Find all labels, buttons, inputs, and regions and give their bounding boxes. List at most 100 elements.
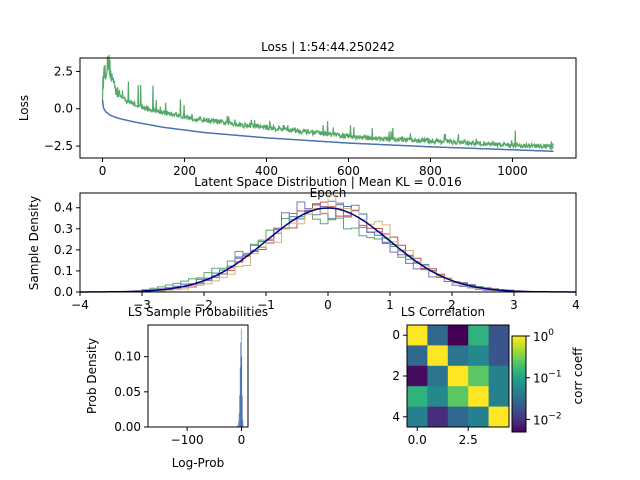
probabilities-bar	[243, 425, 244, 427]
colorbar-segment	[512, 415, 526, 418]
colorbar-segment	[512, 410, 526, 414]
latent-ylabel: Sample Density	[27, 196, 41, 290]
colorbar-tick-label: 10−1	[533, 370, 562, 386]
colorbar-segment	[512, 391, 526, 394]
correlation-cell	[468, 345, 489, 367]
colorbar-segment	[512, 348, 526, 351]
colorbar: 100 10−1 10−2	[511, 328, 562, 433]
colorbar-segment	[512, 376, 526, 380]
probabilities-xtick-label: 0	[238, 433, 246, 447]
correlation-cell	[407, 386, 428, 407]
probabilities-bar	[240, 328, 242, 427]
latent-ytick-label: 0.4	[54, 201, 73, 215]
probabilities-xlabel: Log-Prob	[172, 456, 224, 470]
latent-reference-normal	[80, 207, 576, 293]
loss-ticks: 0 200 400 600 800 1000 2.5 0.0 −2.5	[44, 64, 528, 178]
loss-xtick-label: 1000	[497, 164, 528, 178]
loss-ytick-label: 0.0	[54, 102, 73, 116]
colorbar-segment	[512, 357, 526, 361]
colorbar-segment	[512, 360, 526, 363]
colorbar-segment	[512, 374, 526, 378]
latent-xtick-label: 3	[510, 298, 518, 312]
correlation-cell	[447, 386, 469, 407]
colorbar-segment	[512, 379, 526, 382]
correlation-title: LS Correlation	[401, 305, 485, 319]
correlation-cell	[427, 386, 449, 407]
probabilities-bar	[240, 342, 241, 427]
loss-series	[101, 54, 554, 153]
loss-xtick-label: 800	[419, 164, 442, 178]
latent-histogram-2	[141, 213, 515, 292]
colorbar-segment	[512, 393, 526, 397]
colorbar-segment	[512, 338, 526, 342]
correlation-ytick-label: 0	[392, 328, 400, 342]
probabilities-bar	[239, 395, 240, 427]
latent-histograms	[80, 194, 576, 293]
probabilities-bar	[238, 412, 240, 427]
probabilities-axes-frame	[147, 324, 249, 428]
loss-ytick-label: 2.5	[54, 64, 73, 78]
probabilities-ylabel: Prob Density	[85, 338, 99, 414]
correlation-heatmap	[407, 325, 510, 428]
colorbar-tick-exponent: −2	[548, 411, 561, 421]
colorbar-segment	[512, 396, 526, 399]
colorbar-segment	[512, 364, 526, 368]
colorbar-segment	[512, 345, 526, 349]
colorbar-segment	[512, 381, 526, 385]
correlation-cell	[468, 325, 489, 346]
colorbar-segment	[512, 352, 526, 356]
loss-ylabel: Loss	[17, 95, 31, 121]
colorbar-segment	[512, 388, 526, 392]
latent-xtick-label: 2	[448, 298, 456, 312]
colorbar-segment	[512, 340, 526, 344]
colorbar-tick-exponent: 0	[548, 328, 554, 338]
loss-xtick-label: 600	[337, 164, 360, 178]
probabilities-bar	[238, 421, 239, 427]
correlation-cell	[407, 325, 428, 346]
colorbar-segment	[512, 350, 526, 354]
latent-ytick-label: 0.3	[54, 222, 73, 236]
latent-histogram-1	[141, 203, 515, 292]
colorbar-segment	[512, 422, 526, 426]
colorbar-segment	[512, 343, 526, 346]
colorbar-frame	[511, 335, 527, 433]
correlation-cell	[488, 325, 510, 346]
correlation-cell	[427, 365, 449, 387]
colorbar-segment	[512, 427, 526, 430]
correlation-cell	[468, 386, 489, 407]
probabilities-panel: −100 0 0.00 0.05 0.10 LS Sample Probabilitie…	[85, 305, 268, 470]
latent-ytick-label: 0.0	[54, 285, 73, 299]
correlation-cell	[407, 365, 428, 387]
probabilities-xtick-label: −100	[171, 433, 204, 447]
probabilities-bar	[237, 424, 238, 427]
probabilities-ytick-label: 0.10	[114, 350, 141, 364]
colorbar-segment	[512, 336, 526, 339]
colorbar-segment	[512, 429, 526, 433]
probabilities-ytick-label: 0.00	[114, 420, 141, 434]
latent-ytick-label: 0.1	[54, 264, 73, 278]
colorbar-segment	[512, 384, 526, 387]
latent-title: Latent Space Distribution | Mean KL = 0.…	[194, 175, 461, 189]
loss-ytick-label: −2.5	[44, 139, 73, 153]
colorbar-segment	[512, 362, 526, 366]
colorbar-segment	[512, 400, 526, 404]
colorbar-segment	[512, 386, 526, 390]
loss-series-smooth	[101, 99, 554, 153]
correlation-cell	[488, 406, 510, 428]
loss-xtick-label: 0	[99, 164, 107, 178]
correlation-cell	[468, 406, 489, 428]
probabilities-bar	[239, 367, 241, 427]
correlation-ytick-label: 2	[392, 369, 400, 383]
probabilities-bar	[242, 395, 243, 427]
latent-histogram-5	[141, 194, 515, 293]
correlation-ticks: 0.0 2.5 0 2 4	[392, 328, 477, 447]
latent-xtick-label: 1	[386, 298, 394, 312]
loss-series-noisy	[101, 54, 554, 151]
probabilities-ticks: −100 0 0.00 0.05 0.10	[114, 350, 245, 447]
probabilities-ytick-label: 0.05	[114, 385, 141, 399]
probabilities-bar	[241, 356, 243, 427]
colorbar-segment	[512, 417, 526, 421]
correlation-xtick-label: 2.5	[459, 433, 478, 447]
probabilities-bar	[242, 419, 244, 427]
